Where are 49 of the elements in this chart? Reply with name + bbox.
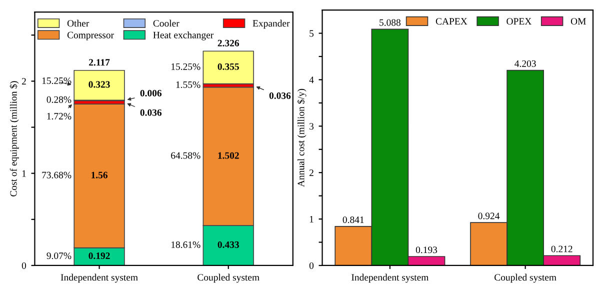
data-label: 5.088 <box>380 19 401 26</box>
total-label: 2.117 <box>89 59 110 66</box>
legend-label: CAPEX <box>436 18 468 25</box>
y-tick-label: 1 <box>22 170 26 177</box>
y-tick-label: 0 <box>22 262 26 269</box>
annotation: 15.25% <box>42 77 72 84</box>
y-axis-title: Annual cost (million $/y) <box>297 88 306 187</box>
annotation: 9.07% <box>46 252 72 260</box>
x-tick-label: Coupled system <box>198 274 260 283</box>
legend-label: Cooler <box>153 20 180 27</box>
x-tick-label: Coupled system <box>494 274 556 283</box>
data-label: 0.212 <box>551 246 572 252</box>
legend-label: Expander <box>252 20 290 29</box>
legend-label: Heat exchanger <box>153 31 214 40</box>
legend-label: Other <box>67 20 90 27</box>
data-label: 0.036 <box>269 92 291 100</box>
data-label: 0.924 <box>478 212 500 220</box>
data-label: 0.006 <box>140 90 162 96</box>
data-label: 0.841 <box>342 216 364 224</box>
annotation: 1.72% <box>47 112 72 120</box>
data-label: 0.192 <box>88 252 110 260</box>
annotation: 0.28% <box>46 96 72 103</box>
annotation: 18.61% <box>172 241 200 248</box>
x-tick-label: Independent system <box>60 274 138 283</box>
y-tick-label: 5 <box>310 30 314 37</box>
data-label: 1.502 <box>218 152 239 159</box>
data-label: 0.433 <box>218 241 239 248</box>
annotation: 64.58% <box>171 152 200 159</box>
y-tick-label: 2 <box>309 170 314 176</box>
legend-label: OPEX <box>506 18 532 25</box>
data-label: 1.56 <box>92 172 108 178</box>
data-label: 0.036 <box>140 109 162 116</box>
legend-label: OM <box>570 18 586 25</box>
total-label: 2.326 <box>218 40 240 46</box>
y-tick-label: 1 <box>310 216 314 222</box>
data-label: 4.203 <box>514 60 536 67</box>
y-tick-label: 2 <box>22 78 26 85</box>
legend-label: Compressor <box>67 32 114 40</box>
data-label: 0.193 <box>416 246 438 254</box>
x-tick-label: Independent system <box>352 274 429 283</box>
data-label: 0.323 <box>88 81 110 88</box>
y-tick-label: 0 <box>309 262 314 269</box>
data-label: 0.355 <box>218 63 239 70</box>
annotation: 1.55% <box>176 81 200 88</box>
annotation: 15.25% <box>172 63 200 70</box>
y-tick-label: 4 <box>309 76 314 84</box>
y-tick-label: 3 <box>310 123 314 130</box>
y-axis-title: Cost of equipment (million $) <box>10 81 19 196</box>
annotation: 73.68% <box>42 172 72 178</box>
